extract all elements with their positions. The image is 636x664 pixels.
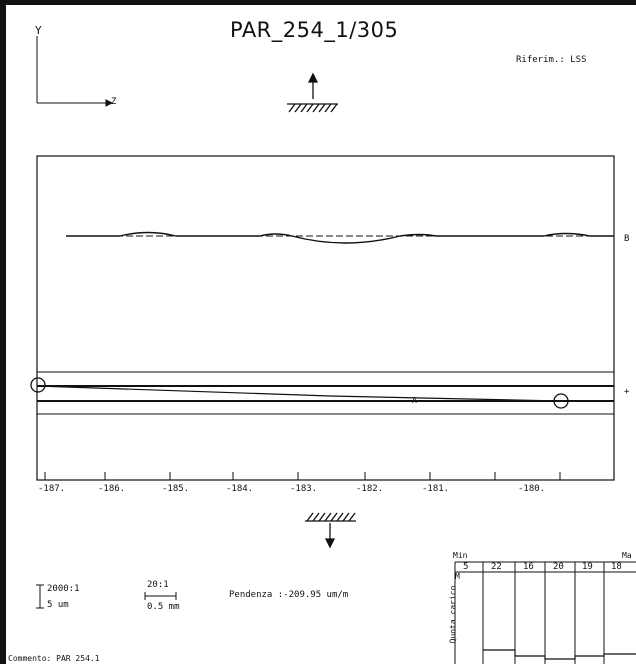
- table-cell: 22: [491, 562, 502, 572]
- x-tick-label: -181.: [422, 484, 450, 494]
- scale-bar-vertical: [36, 584, 44, 609]
- scale-vertical-ratio: 2000:1: [47, 584, 80, 594]
- marker-plus: +: [624, 387, 630, 397]
- load-table: [454, 561, 636, 664]
- x-tick-label: -187.: [38, 484, 66, 494]
- comment-text: Commento: PAR 254.1: [8, 654, 100, 663]
- scale-horizontal-unit: 0.5 mm: [147, 602, 180, 612]
- x-tick-label: -183.: [290, 484, 318, 494]
- axes-icon: [36, 36, 114, 107]
- support-bottom-icon: [305, 512, 356, 549]
- slope-value: Pendenza :-209.95 um/m: [229, 590, 349, 600]
- table-cell: 5: [463, 562, 469, 572]
- x-axis-ticks: [44, 472, 561, 480]
- scale-bar-horizontal: [144, 592, 177, 600]
- profile-lower-band: [30, 371, 614, 415]
- measure-point-right: [553, 393, 569, 409]
- drawing-title: PAR_254_1/305: [230, 18, 399, 42]
- table-side-label: Quota carico: [448, 585, 458, 644]
- table-cell: 18: [611, 562, 622, 572]
- axis-y-label: Y: [35, 24, 42, 37]
- plot-box: [36, 155, 615, 481]
- scale-horizontal-ratio: 20:1: [147, 580, 169, 590]
- support-top-icon: [287, 72, 338, 113]
- x-tick-label: -186.: [98, 484, 126, 494]
- table-side-unit: M: [455, 572, 460, 581]
- x-tick-label: -184.: [226, 484, 254, 494]
- measure-point-left: [30, 377, 46, 393]
- table-cell: 20: [553, 562, 564, 572]
- marker-a: A: [412, 396, 417, 405]
- table-cell: 19: [582, 562, 593, 572]
- marker-b: B: [624, 234, 630, 244]
- table-cell: 16: [523, 562, 534, 572]
- axis-z-label: Z: [111, 97, 117, 107]
- table-max-label: Ma: [622, 551, 632, 560]
- x-tick-label: -182.: [356, 484, 384, 494]
- profile-b: [66, 231, 614, 244]
- x-tick-label: -180.: [518, 484, 546, 494]
- scale-vertical-unit: 5 um: [47, 600, 69, 610]
- table-min-label: Min: [453, 551, 468, 560]
- x-tick-label: -185.: [162, 484, 190, 494]
- reference-label: Riferim.: LSS: [516, 55, 587, 65]
